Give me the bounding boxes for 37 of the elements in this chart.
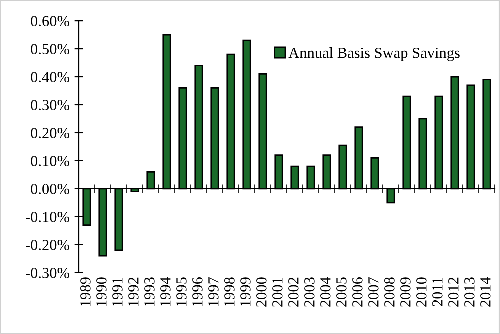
x-tick-label: 1989 (80, 278, 91, 306)
y-tick-label: 0.60% (31, 16, 70, 27)
y-tick-label: 0.00% (31, 184, 70, 194)
x-tick-label: 2003 (304, 278, 315, 307)
y-tick-label: 0.40% (31, 72, 70, 83)
x-tick-label: 2010 (416, 278, 427, 307)
x-tick-label: 2008 (384, 278, 395, 307)
legend-label: Annual Basis Swap Savings (288, 47, 460, 62)
x-tick-label: 2006 (352, 278, 363, 307)
x-tick-label: 2007 (368, 277, 379, 307)
y-tick-label: -0.10% (26, 212, 70, 222)
x-tick-label: 2009 (400, 278, 411, 307)
y-tick-label: 0.10% (31, 156, 70, 166)
y-tick-label: 0.20% (31, 128, 70, 138)
x-tick-label: 2004 (320, 277, 331, 307)
y-tick-label: -0.30% (26, 268, 70, 278)
x-tick-label: 2001 (272, 278, 283, 307)
x-tick-label: 1997 (208, 277, 219, 306)
x-tick-label: 1992 (128, 278, 139, 306)
x-tick-label: 2005 (336, 278, 347, 307)
x-tick-label: 2013 (464, 278, 475, 307)
x-tick-label: 1993 (144, 278, 155, 306)
x-tick-label: 1999 (240, 278, 251, 306)
y-tick-label: 0.30% (31, 100, 70, 111)
x-tick-label: 2012 (448, 278, 459, 307)
x-tick-label: 1991 (112, 278, 123, 306)
x-tick-label: 2014 (480, 277, 491, 307)
x-tick-label: 2011 (432, 278, 443, 306)
x-tick-label: 1996 (192, 278, 203, 306)
x-tick-label: 2002 (288, 278, 299, 307)
y-tick-label: 0.50% (31, 44, 70, 55)
y-tick-label: -0.20% (26, 240, 70, 250)
x-tick-label: 1994 (160, 277, 171, 306)
x-tick-label: 2000 (256, 278, 267, 307)
x-tick-label: 1990 (96, 278, 107, 306)
x-tick-label: 1998 (224, 278, 235, 306)
x-tick-label: 1995 (176, 278, 187, 306)
